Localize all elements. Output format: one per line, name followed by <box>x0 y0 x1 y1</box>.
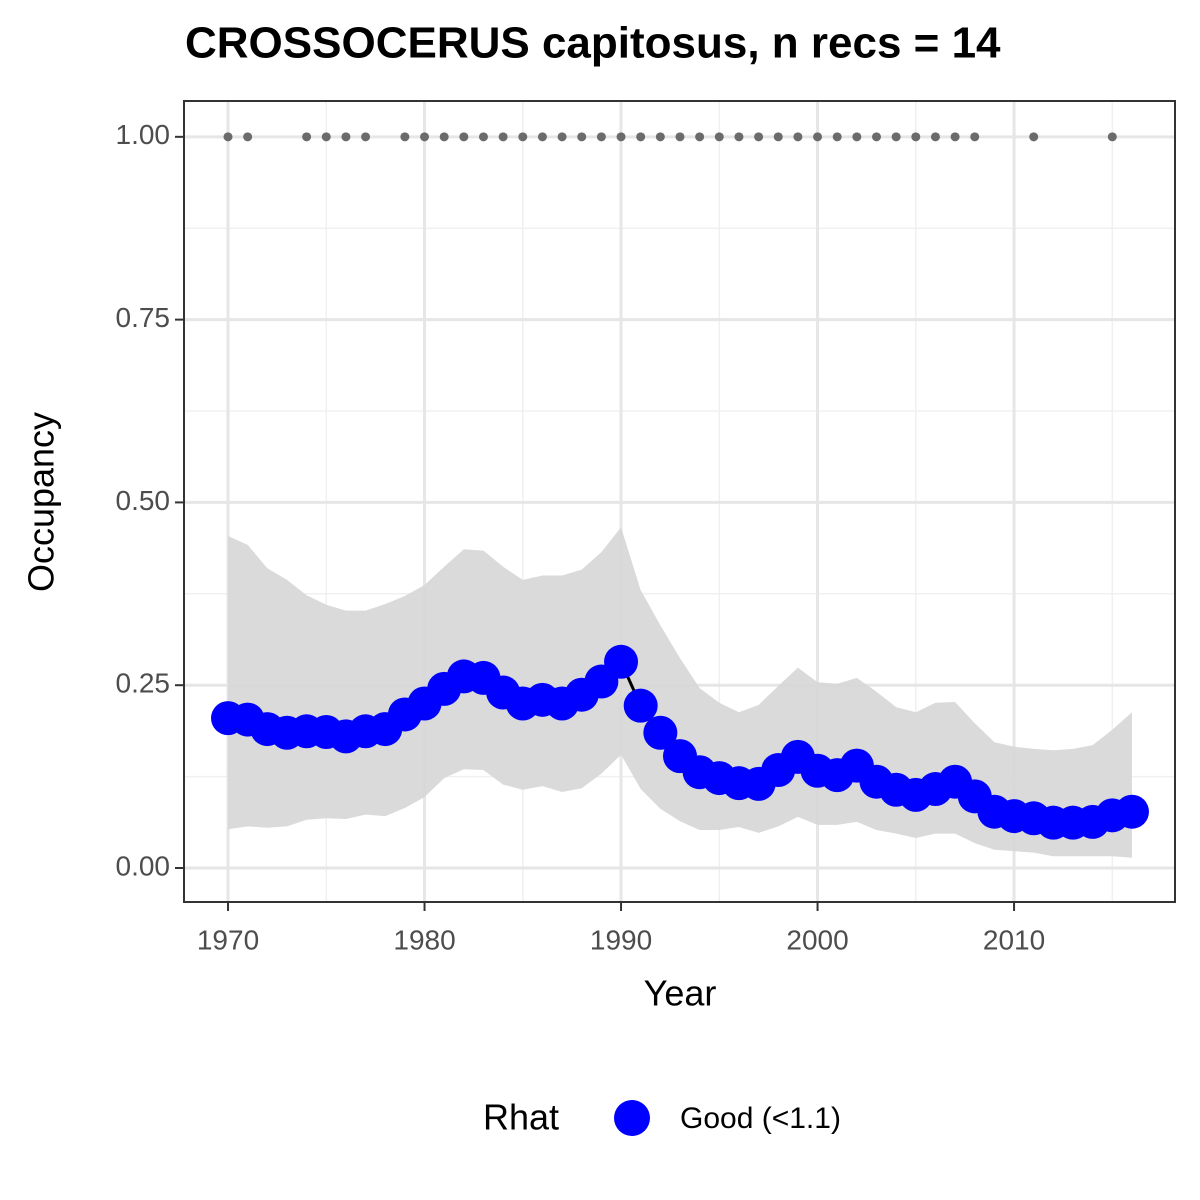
chart-title: CROSSOCERUS capitosus, n recs = 14 <box>185 19 1001 68</box>
y-tick-label: 1.00 <box>116 119 171 150</box>
record-point <box>459 132 469 142</box>
x-tick-label: 2010 <box>983 924 1045 955</box>
record-point <box>1107 132 1117 142</box>
record-point <box>400 132 410 142</box>
y-tick-label: 0.00 <box>116 850 171 881</box>
y-tick-label: 0.75 <box>116 302 171 333</box>
record-point <box>1029 132 1039 142</box>
x-tick-label: 2000 <box>786 924 848 955</box>
record-point <box>793 132 803 142</box>
record-point <box>891 132 901 142</box>
record-point <box>675 132 685 142</box>
point <box>1114 794 1149 829</box>
record-point <box>321 132 331 142</box>
record-point <box>970 132 980 142</box>
legend-label: Good (<1.1) <box>680 1102 841 1135</box>
point <box>643 715 678 750</box>
x-tick-label: 1990 <box>590 924 652 955</box>
record-point <box>518 132 528 142</box>
y-axis-label: Occupancy <box>21 412 62 592</box>
legend-title: Rhat <box>483 1097 559 1138</box>
record-point <box>636 132 646 142</box>
x-axis-label: Year <box>644 973 717 1014</box>
record-point <box>537 132 547 142</box>
x-tick-label: 1980 <box>393 924 455 955</box>
panel-border <box>183 100 1176 903</box>
record-point <box>655 132 665 142</box>
point <box>604 644 639 679</box>
record-point <box>302 132 312 142</box>
plot-area <box>211 132 1149 858</box>
record-point <box>872 132 882 142</box>
y-tick-label: 0.50 <box>116 485 171 516</box>
x-tick-label: 1970 <box>197 924 259 955</box>
legend-marker <box>614 1100 650 1136</box>
record-point <box>773 132 783 142</box>
record-point <box>813 132 823 142</box>
record-point <box>420 132 430 142</box>
confidence-band <box>228 527 1132 858</box>
record-point <box>734 132 744 142</box>
y-tick-label: 0.25 <box>116 668 171 699</box>
record-point <box>852 132 862 142</box>
record-point <box>616 132 626 142</box>
record-point <box>596 132 606 142</box>
record-point <box>714 132 724 142</box>
record-point <box>478 132 488 142</box>
record-point <box>341 132 351 142</box>
record-point <box>557 132 567 142</box>
record-point <box>950 132 960 142</box>
record-point <box>754 132 764 142</box>
record-point <box>223 132 233 142</box>
record-point <box>439 132 449 142</box>
record-point <box>911 132 921 142</box>
record-point <box>498 132 508 142</box>
record-point <box>243 132 253 142</box>
record-point <box>361 132 371 142</box>
record-point <box>930 132 940 142</box>
record-point <box>832 132 842 142</box>
record-point <box>695 132 705 142</box>
record-point <box>577 132 587 142</box>
point <box>623 688 658 723</box>
